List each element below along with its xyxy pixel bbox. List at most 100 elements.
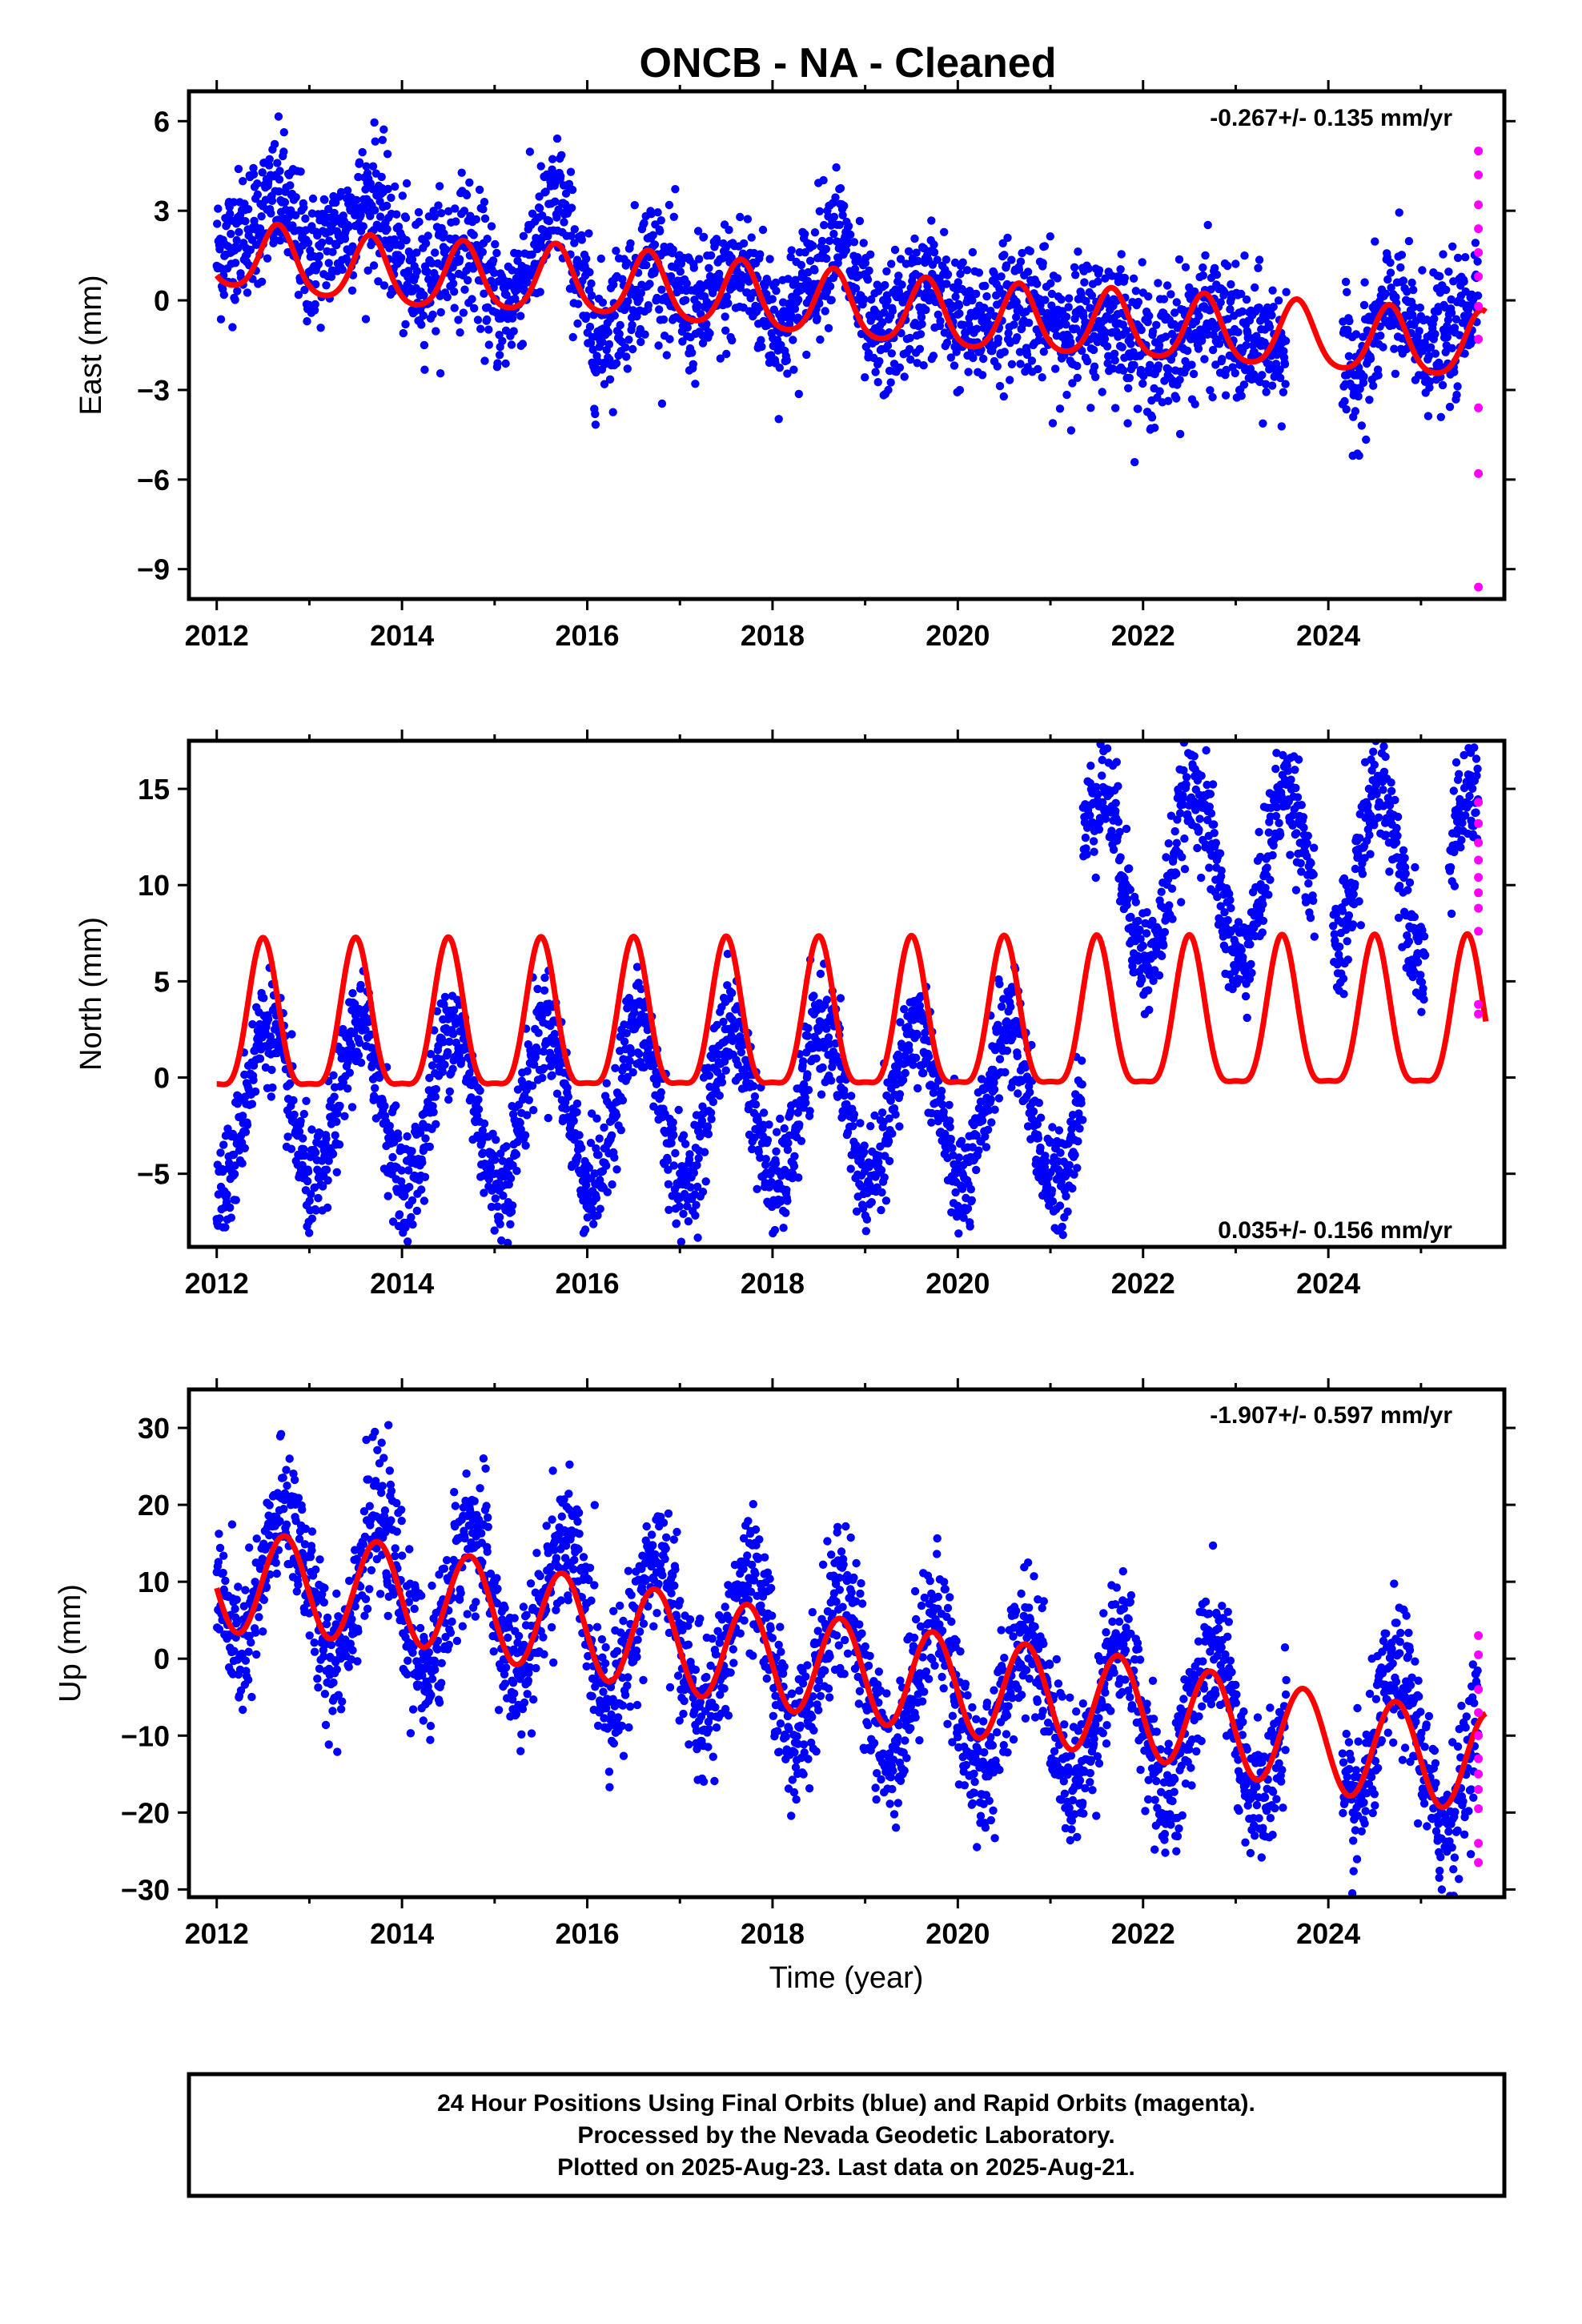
east-point bbox=[993, 362, 1002, 371]
east-point bbox=[1216, 298, 1225, 307]
north-point bbox=[849, 1110, 859, 1119]
north-point bbox=[538, 1073, 547, 1083]
east-point bbox=[1418, 266, 1427, 275]
east-point bbox=[916, 330, 926, 339]
north-point bbox=[255, 1054, 265, 1063]
east-point bbox=[774, 415, 783, 424]
north-point bbox=[937, 1093, 946, 1102]
north-point bbox=[457, 1055, 466, 1065]
east-point bbox=[1450, 368, 1459, 376]
east-point bbox=[1086, 304, 1094, 312]
east-point bbox=[722, 292, 731, 301]
north-point bbox=[523, 1067, 532, 1076]
east-point bbox=[228, 323, 237, 332]
east-point bbox=[824, 324, 833, 332]
north-point bbox=[331, 1131, 339, 1140]
east-point bbox=[817, 236, 827, 246]
north-point bbox=[478, 1126, 487, 1136]
east-point bbox=[691, 380, 700, 388]
east-point bbox=[291, 193, 300, 202]
north-point bbox=[1098, 755, 1106, 765]
east-point bbox=[1138, 379, 1147, 388]
east-point bbox=[952, 348, 961, 356]
east-point bbox=[1211, 263, 1219, 272]
north-point bbox=[495, 1212, 504, 1222]
north-point bbox=[215, 1214, 224, 1223]
east-point bbox=[1265, 323, 1275, 332]
east-point bbox=[577, 235, 586, 244]
north-point bbox=[445, 1037, 454, 1047]
east-point bbox=[656, 227, 665, 235]
north-point bbox=[874, 1158, 883, 1167]
east-point bbox=[850, 264, 860, 274]
east-point bbox=[980, 304, 989, 312]
east-y-tick-label: 3 bbox=[154, 195, 170, 227]
east-point bbox=[1139, 372, 1148, 380]
east-point bbox=[587, 279, 596, 288]
north-point bbox=[586, 1139, 596, 1148]
east-point bbox=[662, 351, 671, 360]
east-x-tick-label: 2016 bbox=[555, 619, 619, 652]
east-point bbox=[1101, 328, 1110, 337]
east-point bbox=[308, 194, 318, 203]
east-point bbox=[904, 247, 913, 255]
east-point bbox=[1207, 285, 1215, 294]
north-point bbox=[877, 1188, 886, 1197]
north-point bbox=[721, 1066, 730, 1075]
east-point bbox=[1101, 274, 1110, 283]
north-point bbox=[1075, 1124, 1084, 1133]
east-point bbox=[459, 308, 468, 317]
north-point bbox=[1094, 790, 1102, 798]
east-point bbox=[596, 254, 605, 263]
north-point bbox=[809, 991, 818, 1000]
north-point bbox=[438, 1068, 447, 1076]
east-point bbox=[1195, 312, 1203, 320]
north-point bbox=[421, 1134, 430, 1143]
east-point bbox=[654, 341, 663, 350]
east-point bbox=[997, 272, 1006, 281]
north-point bbox=[1034, 1099, 1044, 1108]
east-point bbox=[383, 150, 392, 159]
east-point bbox=[1280, 360, 1290, 368]
north-point bbox=[913, 1084, 922, 1093]
north-point bbox=[608, 1180, 616, 1189]
east-point bbox=[370, 118, 379, 127]
east-point bbox=[371, 137, 379, 146]
north-point bbox=[618, 1096, 628, 1105]
east-point bbox=[464, 275, 472, 285]
east-point bbox=[355, 158, 364, 167]
east-point bbox=[311, 300, 319, 309]
east-point bbox=[528, 209, 537, 218]
east-point bbox=[1390, 344, 1399, 353]
east-point bbox=[1473, 257, 1482, 266]
east-point bbox=[1258, 371, 1267, 380]
north-point bbox=[867, 1198, 877, 1207]
east-point bbox=[382, 201, 391, 211]
east-point bbox=[1026, 247, 1035, 255]
north-point bbox=[529, 1106, 538, 1115]
east-point bbox=[1461, 253, 1470, 262]
north-point bbox=[827, 1076, 836, 1085]
east-point bbox=[1191, 400, 1199, 408]
east-point bbox=[1277, 422, 1287, 431]
east-point bbox=[724, 299, 733, 308]
north-point bbox=[689, 1168, 698, 1177]
north-point bbox=[761, 1155, 770, 1164]
east-point bbox=[681, 296, 690, 304]
east-point bbox=[567, 203, 576, 212]
north-point bbox=[750, 1092, 760, 1101]
east-point bbox=[327, 272, 336, 281]
north-point bbox=[675, 1202, 684, 1211]
north-point bbox=[801, 1098, 810, 1108]
east-point bbox=[1362, 435, 1371, 444]
north-point bbox=[543, 1007, 552, 1017]
east-point bbox=[956, 269, 965, 279]
north-point bbox=[719, 1017, 728, 1027]
east-point bbox=[624, 336, 633, 344]
east-point bbox=[1125, 373, 1134, 383]
east-point bbox=[915, 344, 925, 353]
east-point bbox=[454, 316, 463, 324]
east-point bbox=[1172, 298, 1182, 307]
east-y-tick-label: −6 bbox=[137, 464, 170, 497]
north-point bbox=[822, 995, 832, 1004]
